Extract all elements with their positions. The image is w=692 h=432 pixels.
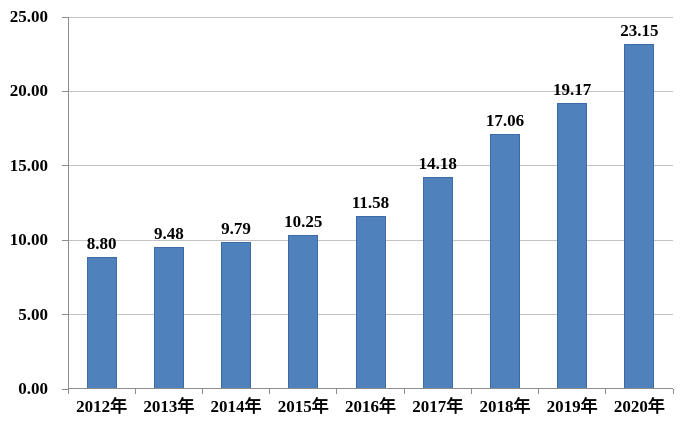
bar-value-label: 9.79 bbox=[221, 219, 251, 239]
x-axis-tick-label: 2012年 bbox=[76, 397, 128, 416]
bar-2015年 bbox=[288, 235, 319, 388]
bar-2014年 bbox=[221, 242, 252, 388]
y-axis-tick bbox=[62, 239, 68, 241]
x-axis-tick bbox=[672, 389, 674, 394]
y-axis-tick-label: 5.00 bbox=[18, 304, 48, 324]
x-axis-tick-label: 2019年 bbox=[546, 397, 598, 416]
x-axis-tick-label: 2016年 bbox=[344, 397, 396, 416]
bar-2012年 bbox=[86, 257, 117, 388]
y-axis-tick-label: 15.00 bbox=[9, 155, 48, 175]
bar-value-label: 8.80 bbox=[86, 234, 117, 254]
x-axis-tick bbox=[336, 389, 338, 394]
gridline bbox=[68, 16, 673, 18]
bar-value-label: 19.17 bbox=[553, 79, 592, 99]
x-axis-tick bbox=[470, 389, 472, 394]
y-axis-tick bbox=[62, 16, 68, 18]
y-axis-tick bbox=[62, 388, 68, 390]
y-axis-tick bbox=[62, 90, 68, 92]
y-axis-labels: 0.00 5.00 10.00 15.00 20.00 25.00 bbox=[0, 0, 50, 432]
x-axis-tick bbox=[134, 389, 136, 394]
y-axis-tick bbox=[62, 165, 68, 167]
x-axis-tick bbox=[201, 389, 203, 394]
bar-2017年 bbox=[422, 177, 453, 388]
x-axis-tick-label: 2020年 bbox=[613, 397, 665, 416]
x-axis-tick bbox=[269, 389, 271, 394]
x-axis-tick bbox=[538, 389, 540, 394]
bar-2018年 bbox=[489, 134, 520, 388]
y-axis-tick-label: 10.00 bbox=[9, 230, 48, 250]
x-axis-tick-label: 2018年 bbox=[479, 397, 531, 416]
y-axis-tick-label: 20.00 bbox=[9, 81, 48, 101]
bar-2020年 bbox=[624, 43, 655, 388]
gridline bbox=[68, 90, 673, 92]
bar-value-label: 9.48 bbox=[153, 223, 184, 243]
x-axis-tick bbox=[605, 389, 607, 394]
y-axis-line bbox=[68, 17, 69, 394]
x-axis-tick-label: 2017年 bbox=[412, 397, 464, 416]
bar-2019年 bbox=[557, 102, 588, 388]
bar-value-label: 14.18 bbox=[418, 154, 457, 174]
x-axis-tick bbox=[67, 389, 69, 394]
bar-2013年 bbox=[153, 246, 184, 388]
bar-value-label: 10.25 bbox=[284, 212, 323, 232]
y-axis-tick-label: 25.00 bbox=[9, 7, 48, 26]
bar-value-label: 11.58 bbox=[351, 192, 390, 212]
x-axis-tick-label: 2015年 bbox=[277, 397, 329, 416]
y-axis-tick bbox=[62, 314, 68, 316]
x-axis-line bbox=[68, 388, 673, 389]
y-axis-tick-label: 0.00 bbox=[18, 379, 48, 398]
bar-2016年 bbox=[355, 215, 386, 388]
x-axis-tick bbox=[403, 389, 405, 394]
x-axis-tick-label: 2014年 bbox=[210, 397, 262, 416]
bar-value-label: 23.15 bbox=[620, 20, 659, 40]
bar-value-label: 17.06 bbox=[485, 111, 525, 131]
x-axis-labels: 2012年 2013年 2014年 2015年 2016年 2017年 2018年 2019年… bbox=[68, 396, 673, 422]
x-axis-tick-label: 2013年 bbox=[143, 397, 195, 416]
gridline bbox=[68, 165, 673, 167]
plot-area: 8.80 9.48 9.79 10.25 11.58 14.18 17.06 19.17 23.… bbox=[62, 16, 674, 394]
